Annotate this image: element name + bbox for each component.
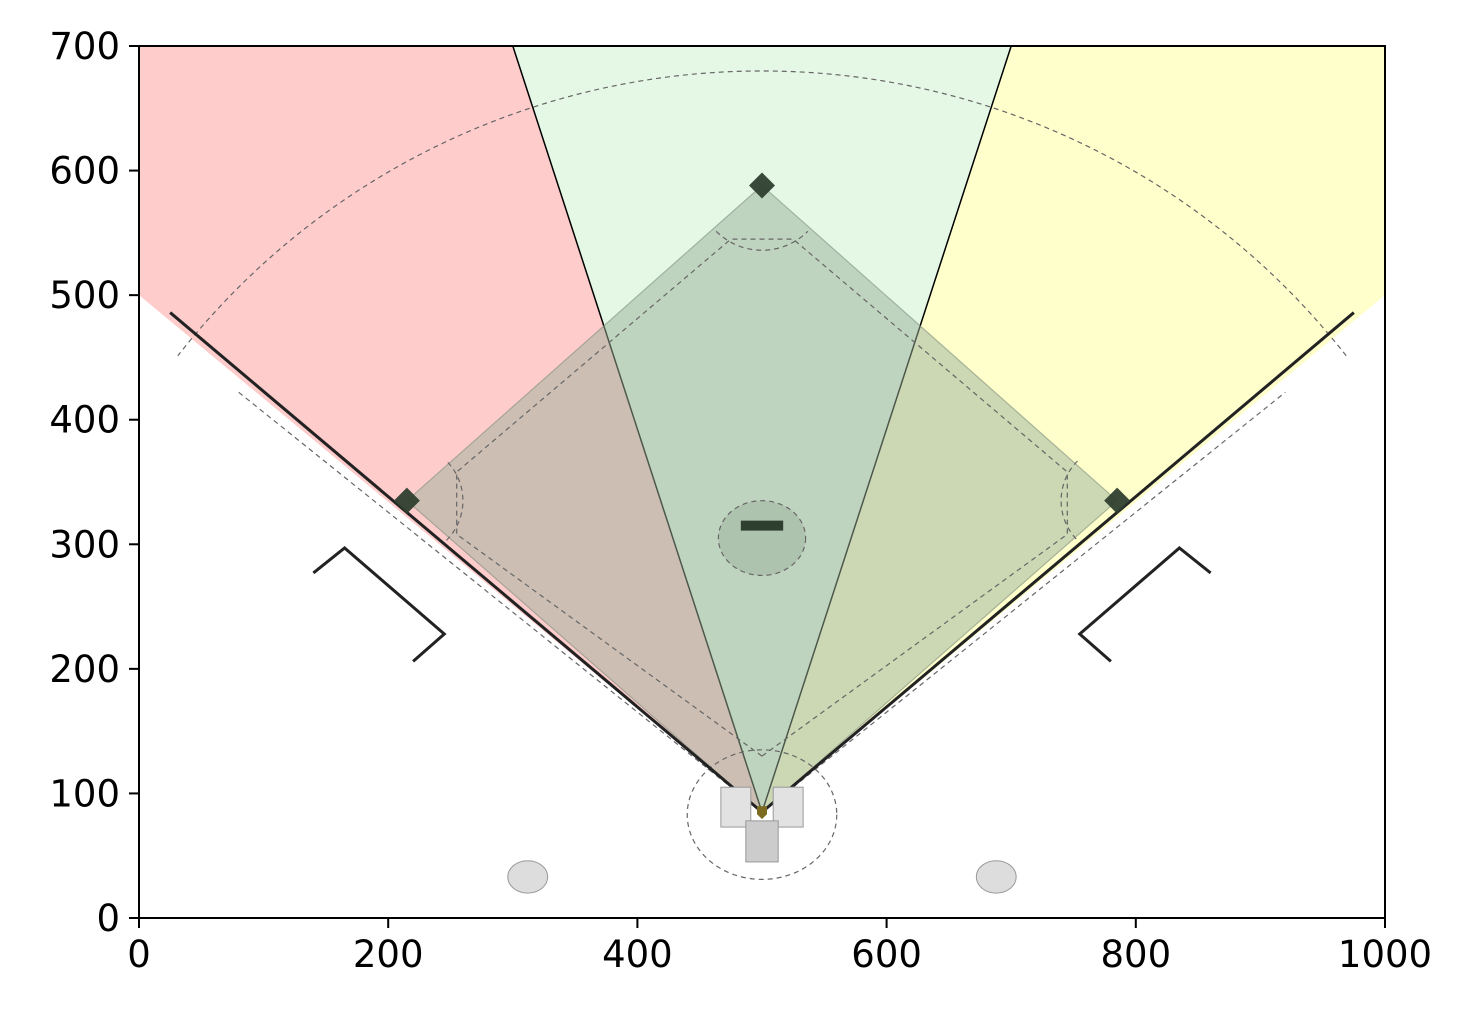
third-base-foul-line: [169, 311, 763, 814]
second-base-cutout: [715, 230, 809, 251]
second-base: [749, 172, 775, 199]
y-tick-label: 600: [49, 150, 120, 193]
first-base: [1104, 487, 1131, 514]
x-tick-label: 0: [127, 933, 151, 976]
right-on-deck-circle: [975, 860, 1017, 894]
x-tick-label: 400: [602, 933, 673, 976]
x-tick-label: 800: [1100, 933, 1171, 976]
axes: 0 200 400 600 800 1000 0 100 200 300 400 500 600 700: [49, 25, 1432, 976]
y-tick-label: 700: [49, 25, 120, 68]
x-tick-label: 1000: [1338, 933, 1432, 976]
y-tick-label: 100: [49, 772, 120, 815]
y-tick-label: 400: [49, 399, 120, 442]
axes-frame: [138, 45, 1386, 919]
third-base-dugout: [312, 546, 447, 663]
home-plate: [757, 806, 767, 820]
x-tick-label: 200: [353, 933, 424, 976]
first-base-cutout: [1060, 460, 1078, 541]
third-base-cutout: [446, 460, 464, 541]
pitchers-mound: [717, 500, 807, 577]
y-tick-label: 0: [96, 897, 120, 940]
y-tick-label: 500: [49, 274, 120, 317]
left-on-deck-circle: [507, 860, 549, 894]
x-tick-label: 600: [851, 933, 922, 976]
third-base: [393, 487, 420, 514]
outfield-fence-arc: [177, 70, 1347, 357]
first-base-foul-line: [761, 311, 1355, 814]
y-tick-label: 200: [49, 648, 120, 691]
y-tick-label: 300: [49, 523, 120, 566]
home-plate-circle: [686, 749, 838, 880]
first-base-dugout: [1077, 546, 1212, 663]
infield-grass-line: [456, 238, 1068, 757]
plot-area: [139, 46, 1385, 894]
catcher-box: [745, 820, 779, 863]
